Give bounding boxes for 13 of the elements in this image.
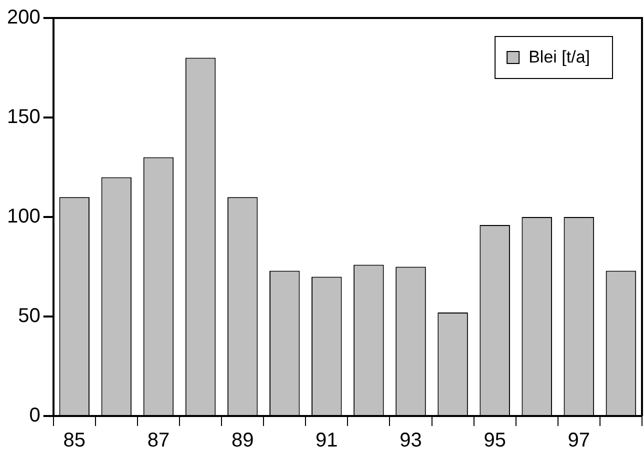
y-tick-label: 100 (6, 206, 40, 228)
x-tick-label: 85 (63, 430, 86, 452)
x-tick-label: 95 (484, 430, 506, 452)
x-tick-label: 91 (316, 430, 338, 452)
y-tick-label: 0 (29, 404, 40, 427)
x-tick-label: 97 (568, 430, 590, 452)
x-tick-label: 89 (231, 430, 254, 452)
y-tick-label: 50 (18, 305, 40, 328)
x-tick-label: 93 (400, 430, 422, 452)
x-tick-label: 87 (147, 430, 170, 452)
legend-label: Blei [t/a] (528, 48, 590, 67)
y-tick-label: 150 (6, 106, 40, 128)
y-tick-label: 200 (6, 6, 40, 29)
